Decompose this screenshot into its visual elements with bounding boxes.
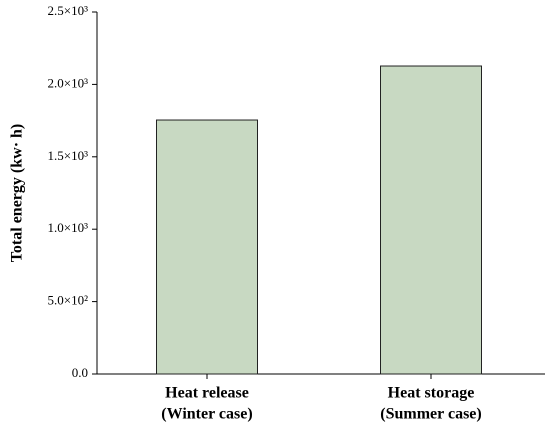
y-tick-label: 2.5×10³ <box>48 3 89 18</box>
y-tick-label: 1.0×10³ <box>48 220 89 235</box>
x-tick-label: (Winter case) <box>161 406 252 423</box>
x-tick-label: (Summer case) <box>380 406 481 423</box>
y-axis-label: Total energy (kw· h) <box>9 124 26 263</box>
y-tick-label: 5.0×10² <box>48 293 89 308</box>
y-tick-label: 1.5×10³ <box>48 148 89 163</box>
x-tick-label: Heat release <box>165 385 249 402</box>
y-tick-label: 2.0×10³ <box>48 75 89 90</box>
x-tick-label: Heat storage <box>388 385 475 402</box>
y-tick-label: 0.0 <box>72 365 88 380</box>
bar <box>380 65 482 375</box>
bar <box>156 119 258 375</box>
